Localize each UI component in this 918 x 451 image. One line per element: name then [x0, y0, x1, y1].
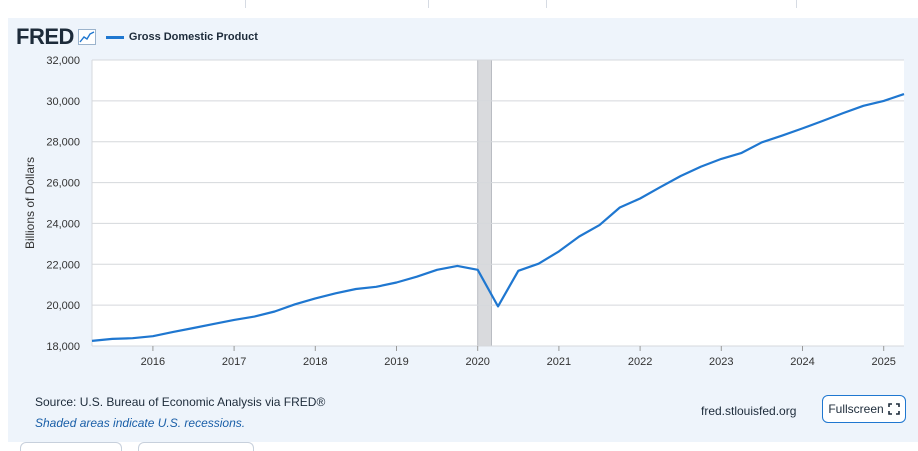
x-tick-label: 2016	[141, 356, 165, 368]
legend-label: Gross Domestic Product	[128, 31, 258, 43]
y-tick-label: 26,000	[46, 178, 80, 190]
y-tick-label: 28,000	[46, 137, 80, 149]
y-tick-label: 24,000	[46, 218, 80, 230]
x-tick-label: 2022	[628, 356, 652, 368]
fullscreen-label: Fullscreen	[828, 402, 884, 416]
y-tick-label: 18,000	[46, 341, 80, 353]
x-tick-label: 2023	[709, 356, 733, 368]
top-divider	[796, 0, 797, 8]
chart-header: FRED Gross Domestic Product	[16, 24, 258, 49]
gdp-series-line	[91, 93, 905, 342]
legend-swatch	[105, 35, 124, 39]
x-tick-label: 2017	[222, 356, 246, 368]
bottom-tab[interactable]	[138, 442, 254, 451]
bottom-tab[interactable]	[20, 442, 122, 451]
top-divider	[546, 0, 547, 8]
expand-icon	[887, 403, 900, 415]
chart-panel: FRED Gross Domestic Product 18,000 20,000…	[8, 18, 918, 442]
line-chart-icon	[77, 29, 96, 45]
x-tick-label: 2025	[871, 356, 895, 368]
y-tick-label: 20,000	[46, 300, 80, 312]
top-divider	[245, 0, 246, 8]
recession-note: Shaded areas indicate U.S. recessions.	[35, 416, 246, 430]
site-link[interactable]: fred.stlouisfed.org	[701, 404, 797, 418]
x-tick-label: 2021	[547, 356, 571, 368]
top-divider	[428, 0, 429, 8]
top-strip	[0, 0, 918, 8]
gdp-chart: 18,000 20,000 22,000 24,000 26,000 28,000 30,0…	[23, 55, 905, 368]
y-axis-label: Billions of Dollars	[23, 157, 37, 249]
x-tick-label: 2020	[465, 356, 489, 368]
recession-band	[477, 59, 493, 347]
y-tick-label: 30,000	[46, 96, 80, 108]
x-tick-label: 2019	[384, 356, 408, 368]
x-tick-label: 2018	[303, 356, 327, 368]
source-text: Source: U.S. Bureau of Economic Analysis…	[35, 395, 326, 409]
chart-legend: Gross Domestic Product	[105, 31, 258, 43]
y-tick-label: 22,000	[46, 259, 80, 271]
plot-area	[92, 60, 904, 346]
y-tick-label: 32,000	[46, 55, 80, 67]
fred-logo[interactable]: FRED	[16, 24, 74, 49]
x-tick-label: 2024	[790, 356, 814, 368]
fullscreen-button[interactable]: Fullscreen	[822, 395, 906, 423]
